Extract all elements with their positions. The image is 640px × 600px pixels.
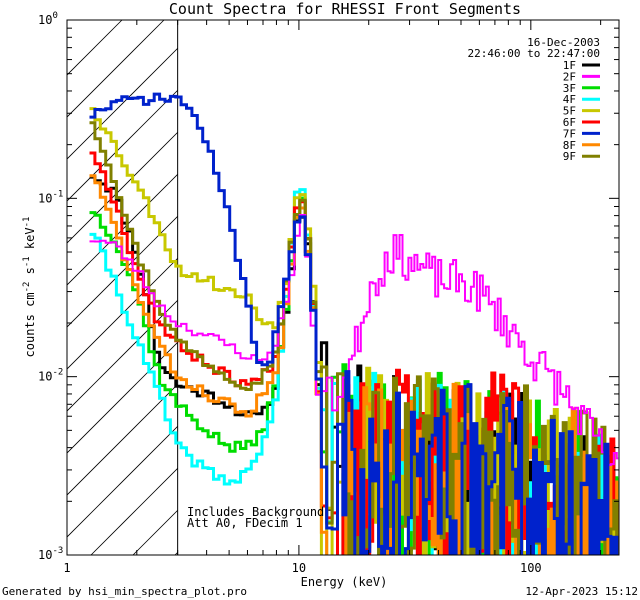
legend-label-2F: 2F	[563, 70, 576, 83]
hatch-line	[67, 20, 165, 118]
attenuator-note: Att A0, FDecim 1	[187, 516, 303, 530]
legend-label-7F: 7F	[563, 127, 576, 140]
x-axis-label: Energy (keV)	[301, 575, 388, 589]
x-axis: 1 10 100	[63, 20, 602, 575]
plot-frame	[66, 19, 620, 556]
legend-label-6F: 6F	[563, 116, 576, 129]
y-tick-label: 10-1	[38, 189, 63, 205]
footer-timestamp: 12-Apr-2023 15:12	[525, 585, 638, 598]
y-axis: 100 10-1 10-2 10-3	[38, 11, 619, 562]
legend-label-5F: 5F	[563, 105, 576, 118]
legend-label-3F: 3F	[563, 82, 576, 95]
x-tick-label: 1	[63, 561, 70, 575]
y-tick-label: 10-2	[38, 368, 63, 384]
hatch-line	[67, 20, 249, 202]
chart-title: Count Spectra for RHESSI Front Segments	[169, 0, 521, 18]
footer-generator: Generated by hsi_min_spectra_plot.pro	[2, 585, 247, 598]
series-line-9F	[89, 121, 619, 555]
legend-label-9F: 9F	[563, 150, 576, 163]
hatch-line	[67, 20, 123, 76]
series-lines	[89, 92, 619, 555]
y-tick-label: 10-3	[38, 546, 63, 562]
legend-label-4F: 4F	[563, 93, 576, 106]
series-line-7F	[89, 92, 619, 555]
series-line-2F	[89, 214, 619, 466]
x-tick-label: 10	[292, 561, 306, 575]
time-range-label: 22:46:00 to 22:47:00	[468, 47, 600, 60]
date-label: 16-Dec-2003	[527, 36, 600, 49]
x-tick-label: 100	[520, 561, 542, 575]
y-axis-label: counts cm-2 s-1 keV-1	[22, 217, 37, 358]
legend-label-1F: 1F	[563, 59, 576, 72]
legend-label-8F: 8F	[563, 139, 576, 152]
background-note: Includes Background	[187, 505, 324, 519]
hatch-line	[67, 20, 207, 160]
y-tick-label: 100	[38, 11, 58, 27]
